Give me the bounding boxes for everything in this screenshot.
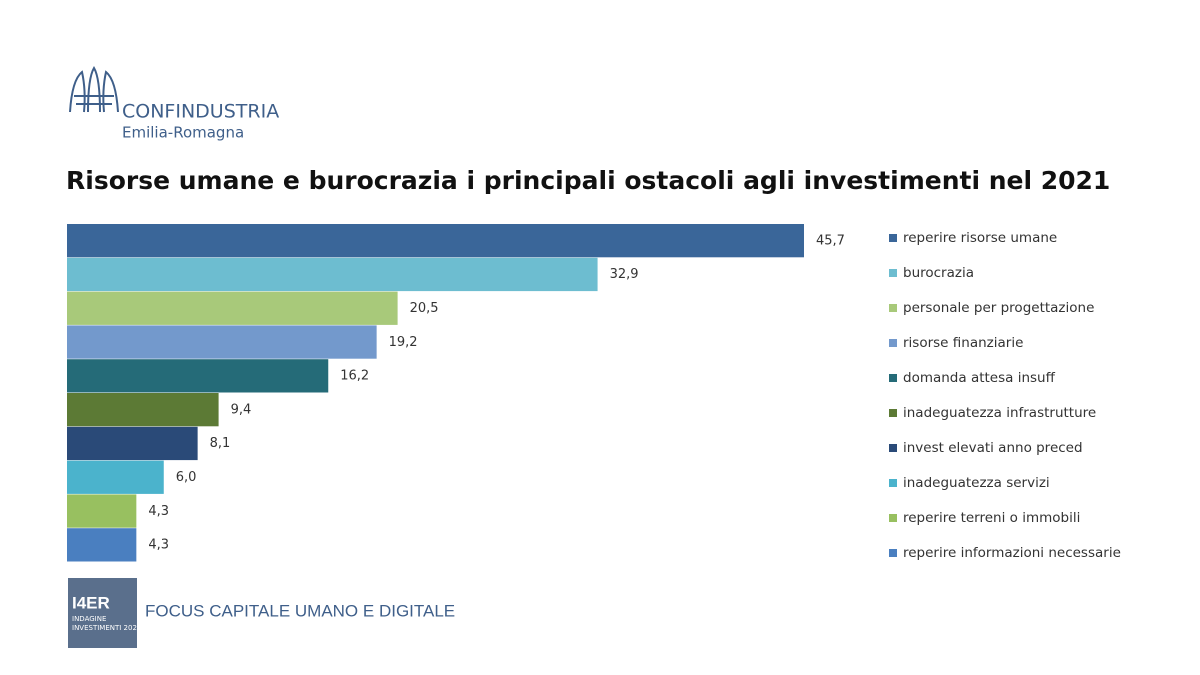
legend-label: domanda attesa insuff xyxy=(903,370,1056,386)
legend-swatch xyxy=(889,339,897,347)
value-label: 9,4 xyxy=(231,402,252,417)
legend-swatch xyxy=(889,304,897,312)
bar xyxy=(67,426,198,461)
value-label: 6,0 xyxy=(176,470,197,485)
legend-label: inadeguatezza servizi xyxy=(903,475,1050,491)
bar xyxy=(67,291,398,325)
legend-label: reperire risorse umane xyxy=(903,230,1057,246)
value-label: 45,7 xyxy=(816,233,845,248)
legend-label: reperire terreni o immobili xyxy=(903,510,1080,526)
bar xyxy=(67,257,598,292)
logo-mark xyxy=(69,66,119,113)
legend-swatch xyxy=(889,479,897,487)
value-label: 32,9 xyxy=(610,267,639,282)
chart-title: Risorse umane e burocrazia i principali … xyxy=(66,166,1110,195)
brand: CONFINDUSTRIA xyxy=(122,101,279,123)
badge-line: INVESTIMENTI 2022 xyxy=(72,624,141,632)
bar xyxy=(67,393,219,427)
value-label: 4,3 xyxy=(148,538,169,553)
bar xyxy=(67,224,804,258)
legend-label: inadeguatezza infrastrutture xyxy=(903,405,1096,421)
legend-swatch xyxy=(889,549,897,557)
badge-line: INDAGINE xyxy=(72,615,106,623)
bar xyxy=(67,325,377,359)
legend-swatch xyxy=(889,374,897,382)
legend-swatch xyxy=(889,269,897,277)
value-label: 16,2 xyxy=(340,369,369,384)
legend-label: personale per progettazione xyxy=(903,300,1094,316)
value-label: 19,2 xyxy=(389,335,418,350)
badge: I4ER xyxy=(72,593,110,612)
value-label: 4,3 xyxy=(148,504,169,519)
legend-label: risorse finanziarie xyxy=(903,335,1023,351)
legend-swatch xyxy=(889,444,897,452)
bar xyxy=(67,528,137,562)
legend-label: invest elevati anno preced xyxy=(903,440,1083,456)
region: Emilia-Romagna xyxy=(122,124,244,142)
footer-caption: FOCUS CAPITALE UMANO E DIGITALE xyxy=(145,601,455,620)
badge-box xyxy=(68,578,137,648)
legend-swatch xyxy=(889,409,897,417)
legend-label: reperire informazioni necessarie xyxy=(903,545,1121,561)
bar xyxy=(67,359,329,393)
value-label: 8,1 xyxy=(210,436,231,451)
value-label: 20,5 xyxy=(410,301,439,316)
legend-label: burocrazia xyxy=(903,265,974,281)
bar xyxy=(67,494,137,528)
bar xyxy=(67,460,164,494)
legend-swatch xyxy=(889,514,897,522)
legend-swatch xyxy=(889,234,897,242)
